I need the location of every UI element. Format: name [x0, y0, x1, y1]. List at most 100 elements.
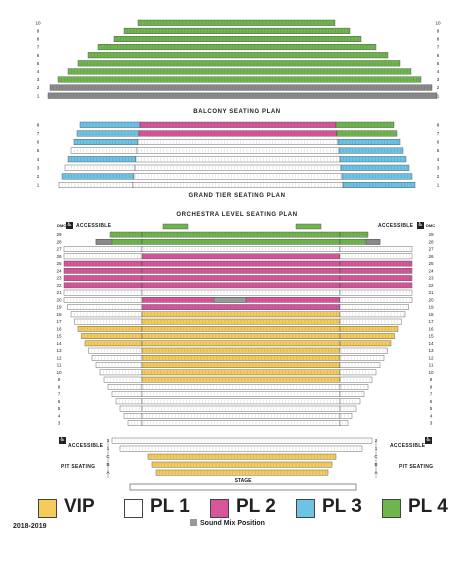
orchestra-row-22-right	[339, 282, 413, 289]
orchestra-title: ORCHESTRA LEVEL SEATING PLAN	[176, 212, 298, 218]
grand-tier-right-wing	[336, 130, 398, 137]
balcony-row-label-right: 9	[437, 29, 440, 34]
orchestra-row-6-right	[339, 398, 361, 405]
seat-dividers	[103, 370, 373, 375]
seat-dividers	[113, 232, 367, 237]
grand-tier-right-wing	[335, 121, 395, 128]
legend-label: PL 1	[150, 496, 190, 517]
orchestra-row-label-right: 22	[428, 283, 434, 288]
orchestra-row-label-right: 4	[430, 413, 433, 418]
legend-swatch-pl1	[124, 499, 143, 518]
orchestra-row-label-left: 13	[56, 348, 62, 353]
orchestra-row-17-right	[339, 318, 402, 325]
seat-dividers	[65, 174, 411, 179]
seat-dividers	[77, 319, 398, 324]
balcony-row-label-left: 3	[37, 77, 40, 82]
orchestra-row-label-right: 14	[428, 341, 434, 346]
orchestra-row-14-center	[141, 340, 341, 347]
orchestra-row-20-left	[63, 297, 143, 303]
pit-row-2	[111, 437, 373, 444]
seat-dividers	[71, 157, 405, 162]
grand-tier-left-wing	[64, 164, 136, 171]
balcony-row-5	[77, 60, 401, 67]
orchestra-row-4-left	[123, 413, 143, 419]
orchestra-row-label-left: 4	[58, 413, 61, 418]
orchestra-row-label-left: 7	[58, 392, 61, 397]
orchestra-row-15-left	[81, 333, 143, 339]
season-label: 2018-2019	[13, 523, 47, 530]
orchestra-row-label-left: 5	[58, 406, 61, 411]
seat-dividers	[88, 341, 390, 346]
seat-dividers	[74, 148, 401, 153]
seat-dividers	[127, 414, 349, 418]
seat-dividers	[141, 20, 334, 25]
orchestra-row-label-right: 9	[430, 377, 433, 382]
orchestra-row-26-right	[339, 253, 413, 260]
balcony-row-2	[49, 84, 433, 91]
seat-dividers	[67, 261, 410, 266]
orchestra-row-label-right: 24	[428, 268, 434, 273]
orchestra-row-label-left: 25	[56, 261, 62, 266]
seat-dividers	[68, 165, 408, 170]
balcony-row-label-right: 10	[435, 20, 441, 25]
grand-tier-row-label-right: 7	[437, 131, 440, 136]
orchestra-row-label-right: 18	[428, 312, 434, 317]
seat-dividers	[84, 334, 393, 338]
orchestra-row-label-left: 22	[56, 283, 62, 288]
orchestra-row-label-left: 29	[56, 232, 62, 237]
seat-dividers	[83, 122, 391, 127]
orchestra-row-label-left: 15	[56, 334, 62, 339]
orchestra-row-label-left: 19	[56, 305, 62, 310]
pit-row-C	[147, 453, 337, 460]
orchestra-row-label-right: 12	[428, 355, 434, 360]
balcony-row-label-right: 4	[437, 69, 440, 74]
balcony-row-label-left: 10	[35, 20, 41, 25]
seat-dividers	[91, 348, 387, 353]
seat-dividers	[123, 406, 354, 411]
pit-row-label-right: A	[374, 470, 378, 475]
orchestra-row-label-right: 21	[428, 290, 434, 295]
orchestra-row-label-right: 3	[430, 421, 433, 426]
orchestra-row-label-left: 14	[56, 341, 62, 346]
seat-dividers	[62, 183, 412, 187]
pit-row-B	[151, 461, 333, 468]
orchestra-row-19-center	[141, 304, 341, 310]
pit-row-label-left: C	[106, 454, 110, 459]
orchestra-row-15-right	[339, 333, 395, 339]
orchestra-row-27-left	[63, 246, 143, 252]
grand-tier-row-label-left: 6	[37, 140, 40, 145]
orchestra-row-9-right	[339, 376, 373, 383]
seat-dividers	[70, 305, 407, 309]
orchestra-row-29-right	[339, 231, 369, 238]
orchestra-row-19-left	[67, 304, 143, 310]
orchestra-row-26-left	[63, 253, 143, 260]
orchestra-row-label-left: 9	[58, 377, 61, 382]
seat-dividers	[151, 454, 334, 459]
orchestra-row-8-center	[141, 384, 341, 390]
balcony-row-label-left: 4	[37, 69, 40, 74]
seat-dividers	[127, 28, 349, 33]
orchestra-row-label-left: 16	[56, 326, 62, 331]
grand-tier-right-wing	[339, 156, 407, 163]
grand-tier-left-wing	[61, 173, 135, 180]
accessible-lower-right-label: ACCESSIBLE	[390, 443, 426, 449]
seat-dividers	[119, 399, 357, 404]
orchestra-row-29-center	[141, 231, 341, 238]
seat-dividers	[155, 462, 329, 467]
seat-dividers	[80, 131, 394, 136]
balcony-row-label-right: 2	[437, 85, 440, 90]
balcony-row-label-right: 3	[437, 77, 440, 82]
orchestra-row-3-left	[127, 420, 143, 426]
grand-tier-title: GRAND TIER SEATING PLAN	[188, 193, 286, 199]
orchestra-row-19-right	[339, 304, 409, 310]
orchestra-row-10-center	[141, 369, 341, 376]
orchestra-row-label-left: 3	[58, 421, 61, 426]
grand-tier-row-label-right: 6	[437, 140, 440, 145]
legend-label: PL 4	[408, 496, 448, 517]
orchestra-row-5-center	[141, 405, 341, 412]
balcony-row-8	[113, 36, 362, 43]
orchestra-row-label-left: 26	[56, 254, 62, 259]
accessible-left-label: ACCESSIBLE	[76, 223, 112, 229]
orchestra-row-label-left: 18	[56, 312, 62, 317]
